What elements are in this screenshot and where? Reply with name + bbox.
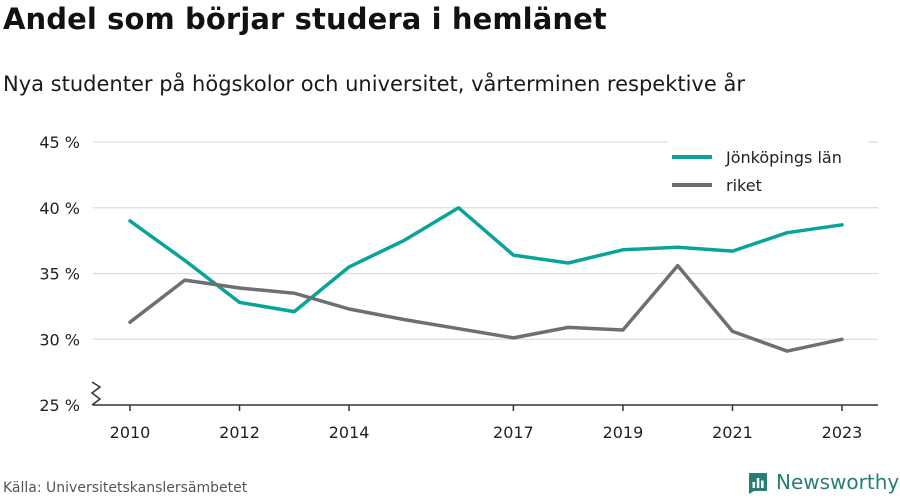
data-point [457, 327, 461, 331]
y-tick-label: 30 % [39, 330, 80, 349]
data-point [566, 261, 570, 265]
data-point [785, 349, 789, 353]
newsworthy-logo-icon [749, 473, 767, 494]
source-note: Källa: Universitetskanslersämbetet [3, 480, 248, 496]
data-point [238, 300, 242, 304]
data-point [840, 223, 844, 227]
x-tick-label: 2019 [603, 423, 644, 442]
y-tick-label: 35 % [39, 265, 80, 284]
brand-logo-group: Newsworthy [746, 470, 899, 494]
data-point [511, 336, 515, 340]
data-point [347, 265, 351, 269]
data-point [457, 206, 461, 210]
data-point [183, 258, 187, 262]
y-tick-label: 25 % [39, 396, 80, 415]
chart-subtitle: Nya studenter på högskolor och universit… [3, 72, 745, 96]
series-line-jonkoping [128, 206, 844, 314]
axis-break-icon [90, 381, 102, 406]
x-tick-label: 2010 [110, 423, 151, 442]
series-line-riket [128, 263, 844, 353]
data-point [840, 337, 844, 341]
data-point [128, 219, 132, 223]
legend-label: riket [726, 176, 762, 195]
data-point [292, 291, 296, 295]
data-point [183, 278, 187, 282]
data-point [785, 231, 789, 235]
data-point [730, 249, 734, 253]
legend-label: Jönköpings län [725, 148, 842, 167]
x-tick-label: 2012 [219, 423, 260, 442]
x-tick-label: 2014 [329, 423, 370, 442]
data-point [292, 310, 296, 314]
legend-box [668, 140, 868, 202]
chart-title: Andel som börjar studera i hemlänet [3, 2, 607, 36]
data-point [238, 286, 242, 290]
data-point [621, 328, 625, 332]
data-point [566, 325, 570, 329]
data-point [621, 248, 625, 252]
data-point [347, 307, 351, 311]
y-tick-label: 40 % [39, 199, 80, 218]
x-tick-label: 2021 [712, 423, 753, 442]
data-point [128, 320, 132, 324]
data-point [402, 318, 406, 322]
data-point [676, 264, 680, 268]
data-point [402, 239, 406, 243]
data-point [730, 329, 734, 333]
y-tick-label: 45 % [39, 133, 80, 152]
data-point [511, 253, 515, 257]
brand-name: Newsworthy [776, 470, 900, 494]
x-tick-label: 2023 [822, 423, 863, 442]
data-point [676, 245, 680, 249]
x-tick-label: 2017 [493, 423, 534, 442]
